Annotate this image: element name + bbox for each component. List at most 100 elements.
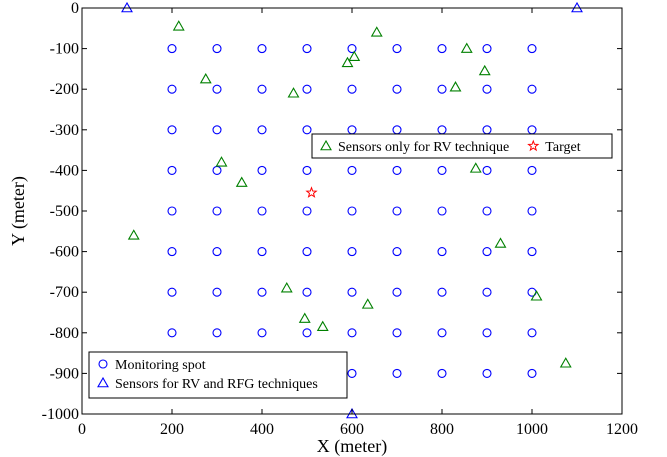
monitoring-point <box>302 328 312 338</box>
monitoring-point <box>212 165 222 175</box>
monitoring-point <box>527 206 537 216</box>
monitoring-point <box>257 247 267 257</box>
y-tick-label: -500 <box>50 203 79 220</box>
legend-label-rv_rfg: Sensors for RV and RFG techniques <box>115 377 318 392</box>
monitoring-point <box>527 247 537 257</box>
monitoring-point <box>347 44 357 54</box>
x-tick-label: 600 <box>340 421 364 438</box>
legend-box <box>88 351 348 399</box>
monitoring-point <box>437 328 447 338</box>
monitoring-point <box>212 125 222 135</box>
monitoring-point <box>212 328 222 338</box>
x-tick-label: 1200 <box>606 421 638 438</box>
monitoring-point <box>257 328 267 338</box>
monitoring-point <box>347 165 357 175</box>
target-point <box>305 186 318 198</box>
monitoring-point <box>482 328 492 338</box>
monitoring-point <box>392 125 402 135</box>
monitoring-point <box>257 206 267 216</box>
monitoring-point <box>302 84 312 94</box>
monitoring-point <box>347 125 357 135</box>
rv_only-point <box>316 320 329 332</box>
monitoring-point <box>167 328 177 338</box>
monitoring-point <box>257 165 267 175</box>
monitoring-point <box>167 247 177 257</box>
monitoring-point <box>482 206 492 216</box>
x-tick-label: 200 <box>160 421 184 438</box>
x-tick-label: 800 <box>430 421 454 438</box>
monitoring-point <box>167 287 177 297</box>
x-tick-label: 400 <box>250 421 274 438</box>
y-tick-label: 0 <box>71 0 79 17</box>
monitoring-point <box>257 125 267 135</box>
monitoring-point <box>482 125 492 135</box>
y-tick-label: -700 <box>50 284 79 301</box>
rv_only-point <box>460 42 473 53</box>
monitoring-point <box>347 328 357 338</box>
monitoring-point <box>482 287 492 297</box>
rv_only-point <box>348 50 361 62</box>
legend-box <box>311 133 613 159</box>
monitoring-point <box>437 44 447 54</box>
monitoring-point <box>347 247 357 257</box>
monitoring-point <box>212 44 222 54</box>
rv_only-point <box>235 176 248 187</box>
monitoring-point <box>347 287 357 297</box>
y-tick-label: -300 <box>50 122 79 139</box>
monitoring-point <box>482 44 492 54</box>
x-tick-label: 1000 <box>516 421 548 438</box>
rv_rfg-point <box>346 407 358 419</box>
y-tick-label: -100 <box>50 41 79 58</box>
monitoring-point <box>392 206 402 216</box>
monitoring-point <box>212 206 222 216</box>
monitoring-point <box>482 368 492 378</box>
monitoring-point <box>257 84 267 94</box>
rv_only-point <box>341 56 354 68</box>
rv_only-point <box>494 237 507 248</box>
rv_only-point <box>298 312 311 323</box>
y-tick-label: -600 <box>50 244 79 261</box>
rv_only-point <box>361 298 374 309</box>
monitoring-point <box>527 328 537 338</box>
monitoring-point <box>212 247 222 257</box>
monitoring-point <box>167 44 177 54</box>
monitoring-point <box>437 206 447 216</box>
legend-monitoring: Monitoring spot Sensors for RV and RFG te… <box>88 351 348 399</box>
legend-label-monitoring: Monitoring spot <box>115 358 206 373</box>
monitoring-point <box>302 165 312 175</box>
rv_rfg-point <box>571 1 583 13</box>
monitoring-point <box>392 368 402 378</box>
rv_only-point <box>530 290 543 301</box>
monitoring-point <box>302 125 312 135</box>
monitoring-point <box>527 84 537 94</box>
monitoring-point <box>527 165 537 175</box>
monitoring-point <box>437 247 447 257</box>
y-tick-label: -200 <box>50 81 79 98</box>
monitoring-point <box>167 125 177 135</box>
x-tick-label: 0 <box>78 421 86 438</box>
legend-rv-target: Sensors only for RV technique Target <box>311 133 613 159</box>
monitoring-point <box>392 287 402 297</box>
y-axis-title: Y (meter) <box>8 176 29 246</box>
legend-label-rv_only: Sensors only for RV technique <box>338 140 509 155</box>
monitoring-point <box>392 44 402 54</box>
monitoring-point <box>302 206 312 216</box>
y-tick-label: -1000 <box>42 406 79 423</box>
monitoring-point <box>257 287 267 297</box>
monitoring-point <box>392 328 402 338</box>
rv_only-point <box>199 72 212 84</box>
rv_only-point <box>449 81 462 92</box>
legend-marker-monitoring <box>98 359 108 369</box>
monitoring-point <box>212 84 222 94</box>
monitoring-point <box>437 84 447 94</box>
y-tick-label: -400 <box>50 162 79 179</box>
rv_rfg-point <box>121 1 133 13</box>
monitoring-point <box>302 247 312 257</box>
rv_only-point <box>469 162 482 173</box>
rv_only-point <box>280 282 293 293</box>
y-tick-label: -900 <box>50 365 79 382</box>
rv_only-point <box>127 229 140 240</box>
legend-marker-rv_only <box>320 139 332 151</box>
rv_only-point <box>215 156 228 167</box>
